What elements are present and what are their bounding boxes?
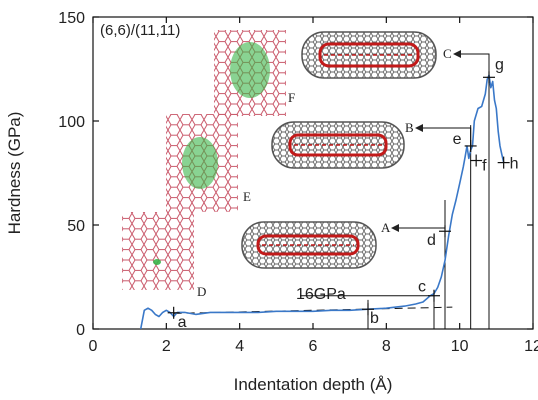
molecule-illustration-c xyxy=(301,31,437,79)
chart-title: (6,6)/(11,11) xyxy=(100,22,180,39)
x-tick-label-10: 10 xyxy=(451,338,469,355)
y-tick-label-100: 100 xyxy=(58,114,85,131)
molecule-label-b: B xyxy=(405,120,414,135)
lattice-illustration-d xyxy=(122,212,194,290)
arrow-d-to-A xyxy=(391,224,446,232)
x-tick-label-6: 6 xyxy=(309,338,318,355)
point-label-d: d xyxy=(427,232,436,249)
lattice-label-e: E xyxy=(243,189,251,204)
arrow-e-to-B xyxy=(415,124,472,146)
point-label-h: h xyxy=(510,156,519,173)
lattice-label-f: F xyxy=(288,90,295,105)
y-tick-label-50: 50 xyxy=(67,218,85,235)
x-tick-label-8: 8 xyxy=(382,338,391,355)
molecule-label-c: C xyxy=(443,46,452,61)
point-label-e: e xyxy=(453,131,462,148)
y-tick-label-0: 0 xyxy=(76,322,85,339)
x-tick-label-2: 2 xyxy=(162,338,171,355)
lattice-illustration-e xyxy=(166,114,238,212)
y-axis-label: Hardness (GPa) xyxy=(5,112,24,235)
x-tick-label-12: 12 xyxy=(524,338,538,355)
axes-group: 0 2 4 6 8 10 12 0 50 100 150 xyxy=(58,10,538,355)
lattice-label-d: D xyxy=(197,284,206,299)
series-line-0 xyxy=(139,74,505,330)
x-tick-label-0: 0 xyxy=(89,338,98,355)
annotation-16gpa: 16GPa xyxy=(296,286,346,303)
y-tick-label-150: 150 xyxy=(58,10,85,27)
arrows-group xyxy=(391,50,490,232)
x-axis-label: Indentation depth (Å) xyxy=(234,375,393,394)
point-label-a: a xyxy=(178,314,187,331)
lattice-illustration-f xyxy=(214,30,286,116)
point-label-c: c xyxy=(418,279,426,296)
x-tick-label-4: 4 xyxy=(235,338,244,355)
molecule-label-a: A xyxy=(381,220,391,235)
molecule-illustration-a xyxy=(241,221,377,269)
molecule-illustration-b xyxy=(271,121,405,169)
arrow-g-to-C xyxy=(453,50,490,78)
series-group xyxy=(139,74,505,330)
point-label-f: f xyxy=(482,158,487,175)
point-label-g: g xyxy=(495,56,504,73)
point-label-b: b xyxy=(370,310,379,327)
